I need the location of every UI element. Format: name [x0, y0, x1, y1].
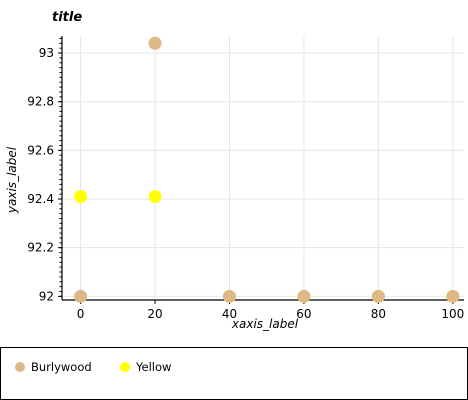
- x-tick-label: 0: [77, 307, 85, 321]
- x-tick-label: 80: [371, 307, 386, 321]
- data-point-burlywood: [74, 289, 88, 303]
- legend-marker-burlywood: [15, 362, 25, 372]
- x-tick-label: 20: [147, 307, 162, 321]
- grid: [62, 36, 464, 300]
- chart-title: title: [52, 10, 82, 25]
- x-tick-label: 40: [222, 307, 237, 321]
- legend-marker-yellow: [120, 362, 130, 372]
- axes: 0 20 40 60 80 100 92 92.2 92.4 92.6 92.8 93: [27, 36, 464, 321]
- y-tick-label: 92.4: [27, 192, 54, 206]
- y-tick-label: 92.2: [27, 241, 54, 255]
- x-axis-label: xaxis_label: [231, 317, 299, 331]
- x-tick-label: 100: [441, 307, 464, 321]
- data-points: [74, 36, 460, 303]
- y-tick-label: 92.6: [27, 143, 54, 157]
- x-tick-label: 60: [296, 307, 311, 321]
- data-point-burlywood: [223, 289, 236, 303]
- data-point-yellow: [74, 190, 88, 204]
- legend-label-burlywood: Burlywood: [31, 360, 92, 374]
- y-tick-label: 92.8: [27, 95, 54, 109]
- y-axis-label: yaxis_label: [5, 146, 19, 214]
- y-tick-label: 92: [39, 289, 54, 303]
- legend-label-yellow: Yellow: [135, 360, 171, 374]
- data-point-burlywood: [148, 36, 162, 50]
- data-point-burlywood: [371, 289, 385, 303]
- legend: Burlywood Yellow: [0, 347, 468, 400]
- data-point-burlywood: [446, 289, 460, 303]
- data-point-burlywood: [297, 289, 311, 303]
- data-point-yellow: [148, 190, 162, 204]
- y-tick-label: 93: [39, 46, 54, 60]
